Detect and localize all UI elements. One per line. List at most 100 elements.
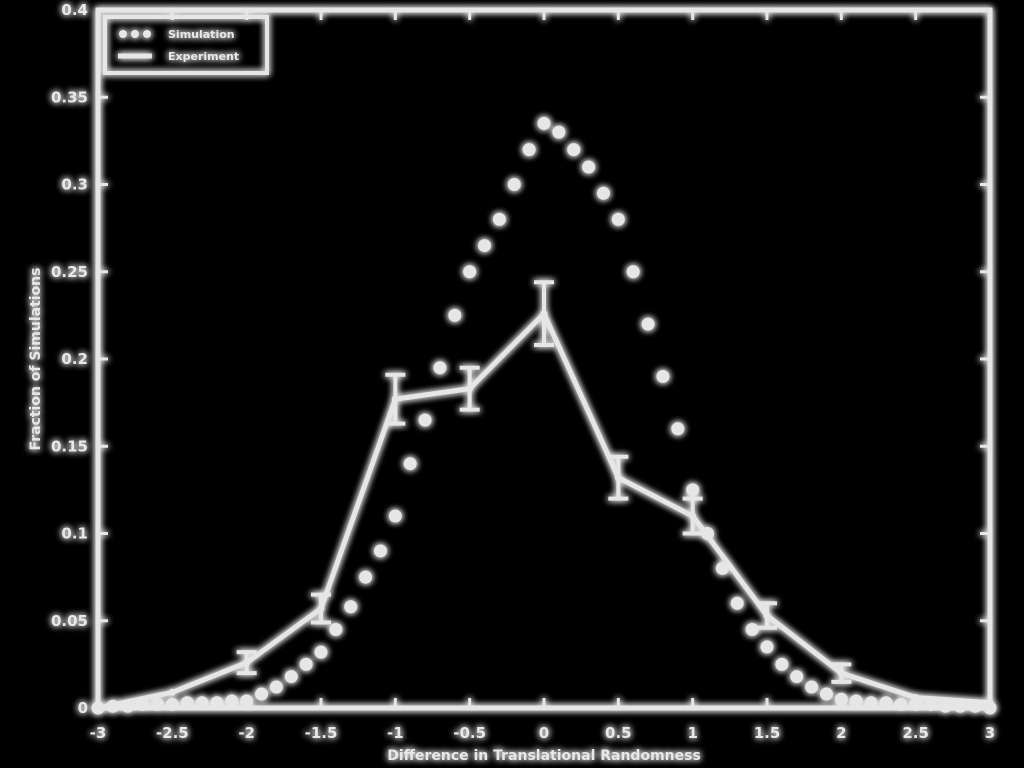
y-tick-label: 0.2 <box>61 350 88 368</box>
data-point <box>775 657 789 671</box>
axis-ticks <box>96 8 992 710</box>
y-axis-title: Fraction of Simulations <box>28 268 44 451</box>
data-point <box>344 600 358 614</box>
data-point <box>403 457 417 471</box>
plot-frame <box>95 7 993 711</box>
data-point <box>269 680 283 694</box>
x-tick-label: 0 <box>539 724 549 742</box>
legend-swatch-simulation <box>119 30 151 38</box>
data-point <box>986 699 994 707</box>
data-point <box>540 310 548 318</box>
y-tick-label: 0.4 <box>61 1 88 19</box>
data-point <box>745 622 759 636</box>
data-point <box>879 696 893 710</box>
x-tick-label: -1 <box>387 724 404 742</box>
data-point <box>567 143 581 157</box>
data-point <box>582 160 596 174</box>
data-point <box>255 687 269 701</box>
y-tick-label: 0 <box>78 699 88 717</box>
data-point <box>329 622 343 636</box>
y-tick-label: 0.35 <box>51 88 88 106</box>
series-line <box>97 311 991 711</box>
x-tick-labels: -3 -2.5 -2 -1.5 -1 -0.5 0 0.5 1 1.5 2 2.5 3 <box>90 724 996 742</box>
data-point <box>790 670 804 684</box>
data-point <box>210 696 224 710</box>
x-tick-label: 3 <box>985 724 995 742</box>
x-tick-label: -2.5 <box>156 724 189 742</box>
data-point <box>552 125 566 139</box>
data-point <box>314 645 328 659</box>
data-point <box>94 704 102 712</box>
data-point <box>373 544 387 558</box>
data-point <box>150 698 164 712</box>
x-tick-label: 2.5 <box>902 724 929 742</box>
data-point <box>909 698 923 712</box>
data-point <box>834 692 848 706</box>
series-experiment <box>94 280 994 712</box>
data-point <box>537 116 551 130</box>
data-point <box>864 696 878 710</box>
data-point <box>507 178 521 191</box>
x-tick-label: 1.5 <box>754 724 781 742</box>
data-point <box>478 239 492 253</box>
legend-label-experiment: Experiment <box>168 50 239 63</box>
data-point <box>388 509 402 523</box>
data-point <box>656 369 670 383</box>
data-point <box>522 143 536 157</box>
y-tick-label: 0.3 <box>61 176 88 194</box>
legend-box <box>103 15 269 75</box>
data-point <box>689 512 697 520</box>
data-point <box>938 699 952 713</box>
series-simulation <box>91 116 997 715</box>
x-tick-label: -2 <box>238 724 255 742</box>
data-point <box>463 265 477 279</box>
data-point <box>243 659 251 667</box>
data-point <box>284 670 298 684</box>
y-tick-label: 0.1 <box>61 525 88 543</box>
x-tick-label: -0.5 <box>453 724 486 742</box>
data-point <box>614 474 622 482</box>
x-axis-title: Difference in Translational Randomness <box>387 748 701 764</box>
data-point <box>837 669 845 677</box>
legend: Simulation Experiment <box>103 15 269 75</box>
data-point <box>715 561 729 575</box>
data-point <box>626 265 640 279</box>
data-point <box>596 186 610 200</box>
data-point <box>299 657 313 671</box>
data-point <box>317 605 325 613</box>
data-point <box>240 694 254 708</box>
x-tick-label: -1.5 <box>305 724 338 742</box>
x-tick-label: 2 <box>836 724 846 742</box>
y-tick-labels: 0 0.05 0.1 0.15 0.2 0.25 0.3 0.35 0.4 <box>51 1 88 717</box>
data-point <box>448 308 462 322</box>
data-point <box>641 317 655 331</box>
y-tick-label: 0.05 <box>51 612 88 630</box>
x-tick-label: 1 <box>687 724 697 742</box>
y-tick-label: 0.15 <box>51 437 88 455</box>
data-point <box>195 696 209 710</box>
data-point <box>894 698 908 712</box>
data-point <box>611 212 625 226</box>
data-point <box>671 422 685 436</box>
data-point <box>433 361 447 375</box>
data-point <box>359 570 373 584</box>
data-point <box>418 413 432 427</box>
data-point <box>165 698 179 712</box>
legend-label-simulation: Simulation <box>168 28 235 41</box>
data-point <box>730 596 744 610</box>
data-point <box>466 385 474 393</box>
data-point <box>168 688 176 696</box>
data-point <box>805 680 819 694</box>
data-point <box>180 696 194 710</box>
data-point <box>391 395 399 403</box>
data-point <box>760 640 774 654</box>
data-point <box>819 687 833 701</box>
x-tick-label: 0.5 <box>605 724 632 742</box>
series-layer <box>91 116 997 715</box>
data-point <box>849 694 863 708</box>
data-point <box>763 612 771 620</box>
data-point <box>225 694 239 708</box>
y-tick-label: 0.25 <box>51 263 88 281</box>
data-point <box>492 212 506 226</box>
